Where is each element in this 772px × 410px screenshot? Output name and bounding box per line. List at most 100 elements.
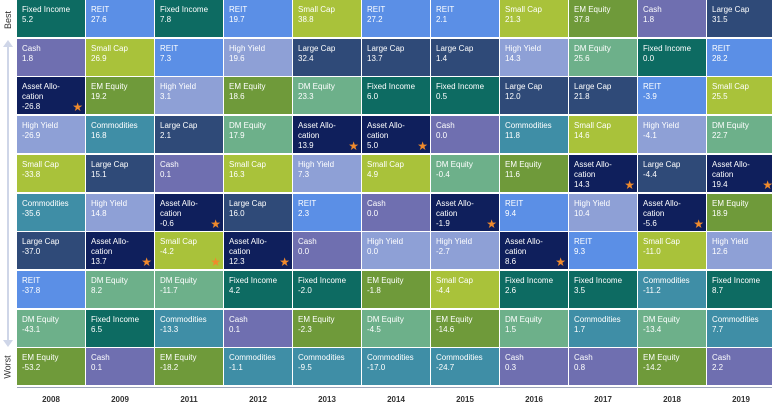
year-label: 2015 — [456, 395, 474, 404]
quilt-cell: REIT 9.4 — [500, 193, 568, 231]
cell-asset-label: Large Cap — [367, 43, 405, 53]
quilt-cell: Fixed Income 3.5 — [569, 270, 637, 308]
quilt-cell: EM Equity 19.2 — [86, 77, 154, 115]
quilt-cell: REIT 28.2 — [707, 38, 772, 76]
cell-return-value: 18.9 — [712, 208, 728, 218]
cell-return-value: 0.0 — [298, 247, 310, 257]
quilt-cell: Fixed Income 5.2 — [17, 0, 85, 37]
quilt-cell: High Yield -26.9 — [17, 116, 85, 154]
cell-asset-label: EM Equity — [367, 275, 404, 285]
rank-axis: Best Worst — [0, 0, 16, 387]
cell-return-value: -5.6 — [643, 218, 657, 228]
quilt-cell: Asset Allo- cation -26.8 ★ — [17, 77, 85, 115]
cell-asset-label: DM Equity — [505, 314, 542, 324]
cell-return-value: 0.1 — [229, 324, 241, 334]
year-column: REIT 27.6 Small Cap 26.9 EM Equity 19.2 Commod… — [86, 0, 155, 410]
quilt-cell: EM Equity -2.3 — [293, 309, 361, 347]
cell-asset-label: Large Cap — [298, 43, 336, 53]
cell-return-value: 37.8 — [574, 15, 590, 24]
cell-asset-label: DM Equity — [436, 159, 473, 169]
cell-asset-label: High Yield — [367, 237, 404, 247]
cell-return-value: -14.6 — [436, 324, 455, 334]
quilt-cell: Fixed Income 4.2 — [224, 270, 292, 308]
quilt-cell: High Yield 14.3 — [500, 38, 568, 76]
cell-asset-label: Large Cap — [91, 159, 129, 169]
quilt-cell: Commodities -35.6 — [17, 193, 85, 231]
quilt-cell: Fixed Income 0.0 — [638, 38, 706, 76]
cell-return-value: 13.9 — [298, 141, 314, 151]
quilt-cell: EM Equity -1.8 — [362, 270, 430, 308]
cell-return-value: 16.3 — [229, 169, 245, 179]
cell-return-value: 3.5 — [574, 285, 586, 295]
cell-asset-label: Fixed Income — [367, 82, 416, 92]
year-label: 2013 — [318, 395, 336, 404]
quilt-cell: Small Cap 4.9 — [362, 154, 430, 192]
cell-asset-label: Small Cap — [643, 237, 680, 247]
quilt-cell: Asset Allo- cation 13.7 ★ — [86, 232, 154, 270]
cell-asset-label: Small Cap — [91, 43, 128, 53]
year-column: Small Cap 21.3 High Yield 14.3 Large Cap 12.0… — [500, 0, 569, 410]
cell-return-value: 11.8 — [505, 131, 520, 141]
quilt-cell: Large Cap -37.0 — [17, 232, 85, 270]
cell-asset-label: EM Equity — [229, 82, 266, 92]
cell-asset-label: Fixed Income — [22, 5, 71, 14]
year-column: REIT 2.1 Large Cap 1.4 Fixed Income 0.5 Cash 0.… — [431, 0, 500, 410]
cell-asset-label: Cash — [574, 353, 593, 363]
cell-return-value: 21.8 — [574, 92, 590, 102]
quilt-cell: Large Cap 1.4 — [431, 38, 499, 76]
cell-return-value: 1.7 — [574, 324, 586, 334]
cell-return-value: 6.5 — [91, 324, 103, 334]
cell-return-value: 0.0 — [643, 53, 655, 63]
cell-return-value: 12.0 — [505, 92, 521, 102]
cell-asset-label: Commodities — [229, 353, 276, 363]
quilt-cell: DM Equity 23.3 — [293, 77, 361, 115]
quilt-cell: Asset Allo- cation 12.3 ★ — [224, 232, 292, 270]
cell-return-value: -11.7 — [160, 285, 178, 295]
cell-asset-label: REIT — [643, 82, 662, 92]
cell-return-value: 1.8 — [643, 15, 655, 24]
quilt-cell: Commodities 16.8 — [86, 116, 154, 154]
cell-asset-label: DM Equity — [298, 82, 335, 92]
year-label: 2012 — [249, 395, 267, 404]
quilt-cell: High Yield 0.0 — [362, 232, 430, 270]
quilt-cell: Fixed Income 0.5 — [431, 77, 499, 115]
quilt-cell: Commodities -1.1 — [224, 348, 292, 386]
quilt-cell: Fixed Income 7.8 — [155, 0, 223, 37]
cell-return-value: 8.6 — [505, 257, 517, 267]
cell-asset-label: Small Cap — [436, 275, 473, 285]
cell-asset-label: Asset Allo- cation — [436, 198, 474, 218]
cell-return-value: 19.7 — [229, 15, 245, 24]
cell-asset-label: REIT — [574, 237, 593, 247]
cell-asset-label: DM Equity — [229, 121, 266, 131]
cell-asset-label: Asset Allo- cation — [643, 198, 681, 218]
quilt-cell: Commodities 11.8 — [500, 116, 568, 154]
cell-return-value: 28.2 — [712, 53, 728, 63]
cell-return-value: -4.4 — [643, 169, 657, 179]
star-icon: ★ — [72, 100, 83, 115]
cell-return-value: 9.4 — [505, 208, 517, 218]
year-label: 2009 — [111, 395, 129, 404]
cell-asset-label: Commodities — [436, 353, 483, 363]
star-icon: ★ — [210, 255, 221, 270]
year-label: 2014 — [387, 395, 405, 404]
quilt-cell: EM Equity -53.2 — [17, 348, 85, 386]
quilt-cell: Asset Allo- cation 19.4 ★ — [707, 154, 772, 192]
cell-asset-label: Small Cap — [229, 159, 266, 169]
quilt-cell: Small Cap 16.3 — [224, 154, 292, 192]
quilt-cell: REIT 7.3 — [155, 38, 223, 76]
year-column: Small Cap 38.8 Large Cap 32.4 DM Equity 23.3 A… — [293, 0, 362, 410]
cell-asset-label: Fixed Income — [574, 275, 623, 285]
cell-asset-label: EM Equity — [298, 314, 335, 324]
cell-return-value: -0.6 — [160, 218, 174, 228]
cell-asset-label: Cash — [505, 353, 524, 363]
cell-return-value: 21.3 — [505, 15, 521, 24]
quilt-cell: Commodities -17.0 — [362, 348, 430, 386]
quilt-cell: Asset Allo- cation 14.3 ★ — [569, 154, 637, 192]
quilt-cell: Asset Allo- cation 13.9 ★ — [293, 116, 361, 154]
cell-asset-label: High Yield — [436, 237, 473, 247]
cell-return-value: 26.9 — [91, 53, 107, 63]
quilt-cell: Commodities -9.5 — [293, 348, 361, 386]
cell-asset-label: EM Equity — [91, 82, 128, 92]
cell-asset-label: Commodities — [91, 121, 138, 131]
cell-asset-label: High Yield — [505, 43, 542, 53]
